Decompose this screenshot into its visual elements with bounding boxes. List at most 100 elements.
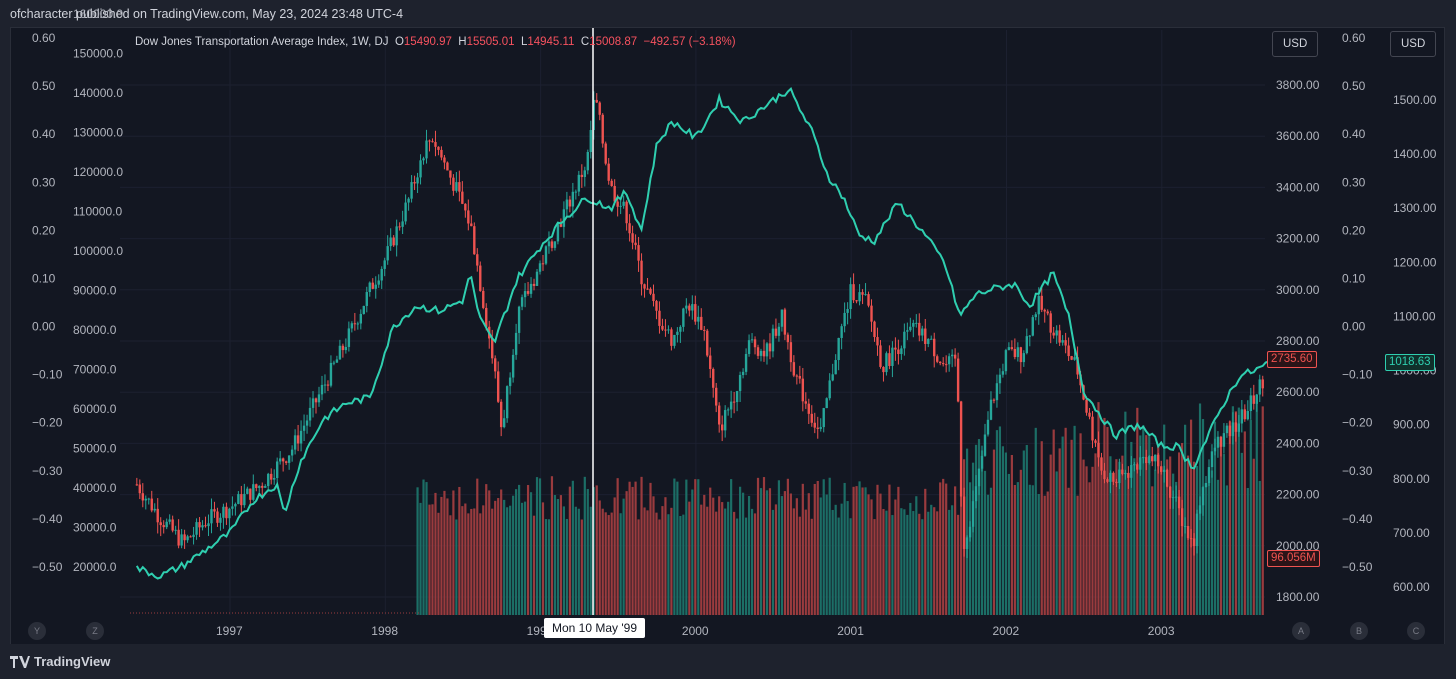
scale-b-button[interactable]: B bbox=[1350, 622, 1368, 640]
candle-body bbox=[1070, 356, 1073, 360]
volume-bar bbox=[553, 495, 557, 615]
candle-body bbox=[299, 430, 303, 444]
volume-bar bbox=[724, 508, 727, 615]
candle-body bbox=[1255, 394, 1258, 404]
right-axis-line-label: 1300.00 bbox=[1393, 201, 1437, 215]
candle-body bbox=[156, 508, 159, 523]
volume-bar bbox=[798, 516, 801, 615]
volume-bar bbox=[1139, 435, 1142, 615]
candle-body bbox=[392, 237, 395, 246]
candle-body bbox=[1094, 440, 1097, 443]
candle-body bbox=[664, 329, 667, 331]
x-axis-label: 1998 bbox=[371, 624, 398, 638]
candle-body bbox=[640, 260, 643, 285]
volume-bar bbox=[733, 511, 736, 615]
line-value-badge: 1018.63 bbox=[1385, 354, 1435, 371]
candle-body bbox=[446, 162, 449, 171]
left-axis-volume-label: 20000.0 bbox=[73, 560, 117, 574]
candle-body bbox=[1168, 486, 1172, 498]
candle-body bbox=[619, 205, 622, 207]
volume-bar bbox=[574, 506, 577, 615]
candle-body bbox=[195, 522, 198, 535]
volume-bar bbox=[523, 501, 527, 615]
candle-body bbox=[909, 326, 912, 331]
candle-body bbox=[864, 294, 867, 296]
tradingview-logo[interactable]: TradingView bbox=[10, 654, 110, 669]
volume-bar bbox=[479, 513, 482, 615]
volume-bar bbox=[801, 483, 804, 615]
candle-body bbox=[759, 350, 763, 356]
candle-body bbox=[344, 346, 348, 351]
scale-z-button[interactable]: Z bbox=[86, 622, 104, 640]
candle-body bbox=[568, 199, 572, 207]
currency-selector-2[interactable]: USD bbox=[1390, 31, 1437, 57]
candle-body bbox=[688, 305, 691, 311]
volume-bar bbox=[544, 519, 548, 615]
candle-body bbox=[201, 525, 204, 528]
volume-bar bbox=[470, 508, 473, 615]
volume-bar bbox=[759, 488, 763, 615]
candle-body bbox=[476, 254, 479, 266]
volume-bar bbox=[1142, 425, 1145, 615]
candle-body bbox=[222, 506, 225, 518]
candle-body bbox=[712, 368, 715, 388]
candle-body bbox=[308, 407, 312, 421]
candle-body bbox=[783, 309, 787, 335]
currency-selector-1[interactable]: USD bbox=[1272, 31, 1319, 57]
candle-body bbox=[697, 316, 700, 322]
volume-bar bbox=[849, 518, 852, 615]
candle-body bbox=[559, 224, 563, 227]
scale-c-button[interactable]: C bbox=[1407, 622, 1425, 640]
candle-body bbox=[416, 177, 419, 184]
volume-bar bbox=[774, 504, 778, 615]
volume-bar bbox=[422, 479, 425, 615]
candle-body bbox=[135, 484, 139, 486]
candle-body bbox=[1136, 464, 1139, 470]
candle-body bbox=[1177, 496, 1181, 509]
volume-bar bbox=[813, 483, 816, 615]
volume-bar bbox=[700, 504, 703, 615]
scale-auto-button[interactable]: A bbox=[1292, 622, 1310, 640]
candle-body bbox=[1162, 469, 1166, 472]
volume-bar bbox=[559, 495, 563, 615]
candle-body bbox=[270, 473, 273, 480]
candle-body bbox=[947, 356, 951, 365]
volume-bar bbox=[485, 484, 488, 615]
volume-bar bbox=[1136, 407, 1139, 615]
volume-bar bbox=[1231, 406, 1234, 615]
left-axis-osc-label: 0.10 bbox=[32, 271, 56, 285]
volume-bar bbox=[876, 484, 879, 615]
candle-body bbox=[1115, 481, 1118, 484]
candle-body bbox=[652, 293, 655, 302]
candle-body bbox=[305, 420, 309, 426]
volume-bar bbox=[1067, 487, 1070, 615]
candle-body bbox=[944, 364, 948, 366]
scale-y-button[interactable]: Y bbox=[28, 622, 46, 640]
candle-body bbox=[434, 142, 437, 147]
candle-body bbox=[625, 201, 628, 224]
candle-body bbox=[867, 294, 870, 306]
candle-body bbox=[189, 536, 192, 538]
candle-body bbox=[646, 288, 649, 290]
candle-body bbox=[1052, 332, 1055, 336]
candle-body bbox=[544, 246, 548, 264]
candle-body bbox=[532, 283, 536, 286]
legend-high-label: H bbox=[458, 36, 467, 48]
candle-body bbox=[1180, 508, 1184, 527]
candle-body bbox=[1103, 470, 1106, 480]
volume-bar bbox=[822, 479, 825, 615]
volume-bar bbox=[1106, 427, 1109, 615]
left-axis-osc-label: 0.30 bbox=[32, 175, 56, 189]
candle-body bbox=[1225, 425, 1229, 434]
left-axis-osc-label: −0.50 bbox=[32, 560, 63, 574]
left-axis-volume-label: 150000.0 bbox=[73, 47, 123, 61]
x-axis-label: 2001 bbox=[837, 624, 864, 638]
candle-body bbox=[496, 371, 500, 402]
candle-body bbox=[290, 449, 294, 456]
volume-bar bbox=[840, 503, 843, 615]
candle-body bbox=[455, 182, 458, 191]
volume-bar bbox=[918, 513, 921, 615]
candle-body bbox=[1106, 479, 1109, 482]
volume-bar bbox=[550, 476, 554, 615]
